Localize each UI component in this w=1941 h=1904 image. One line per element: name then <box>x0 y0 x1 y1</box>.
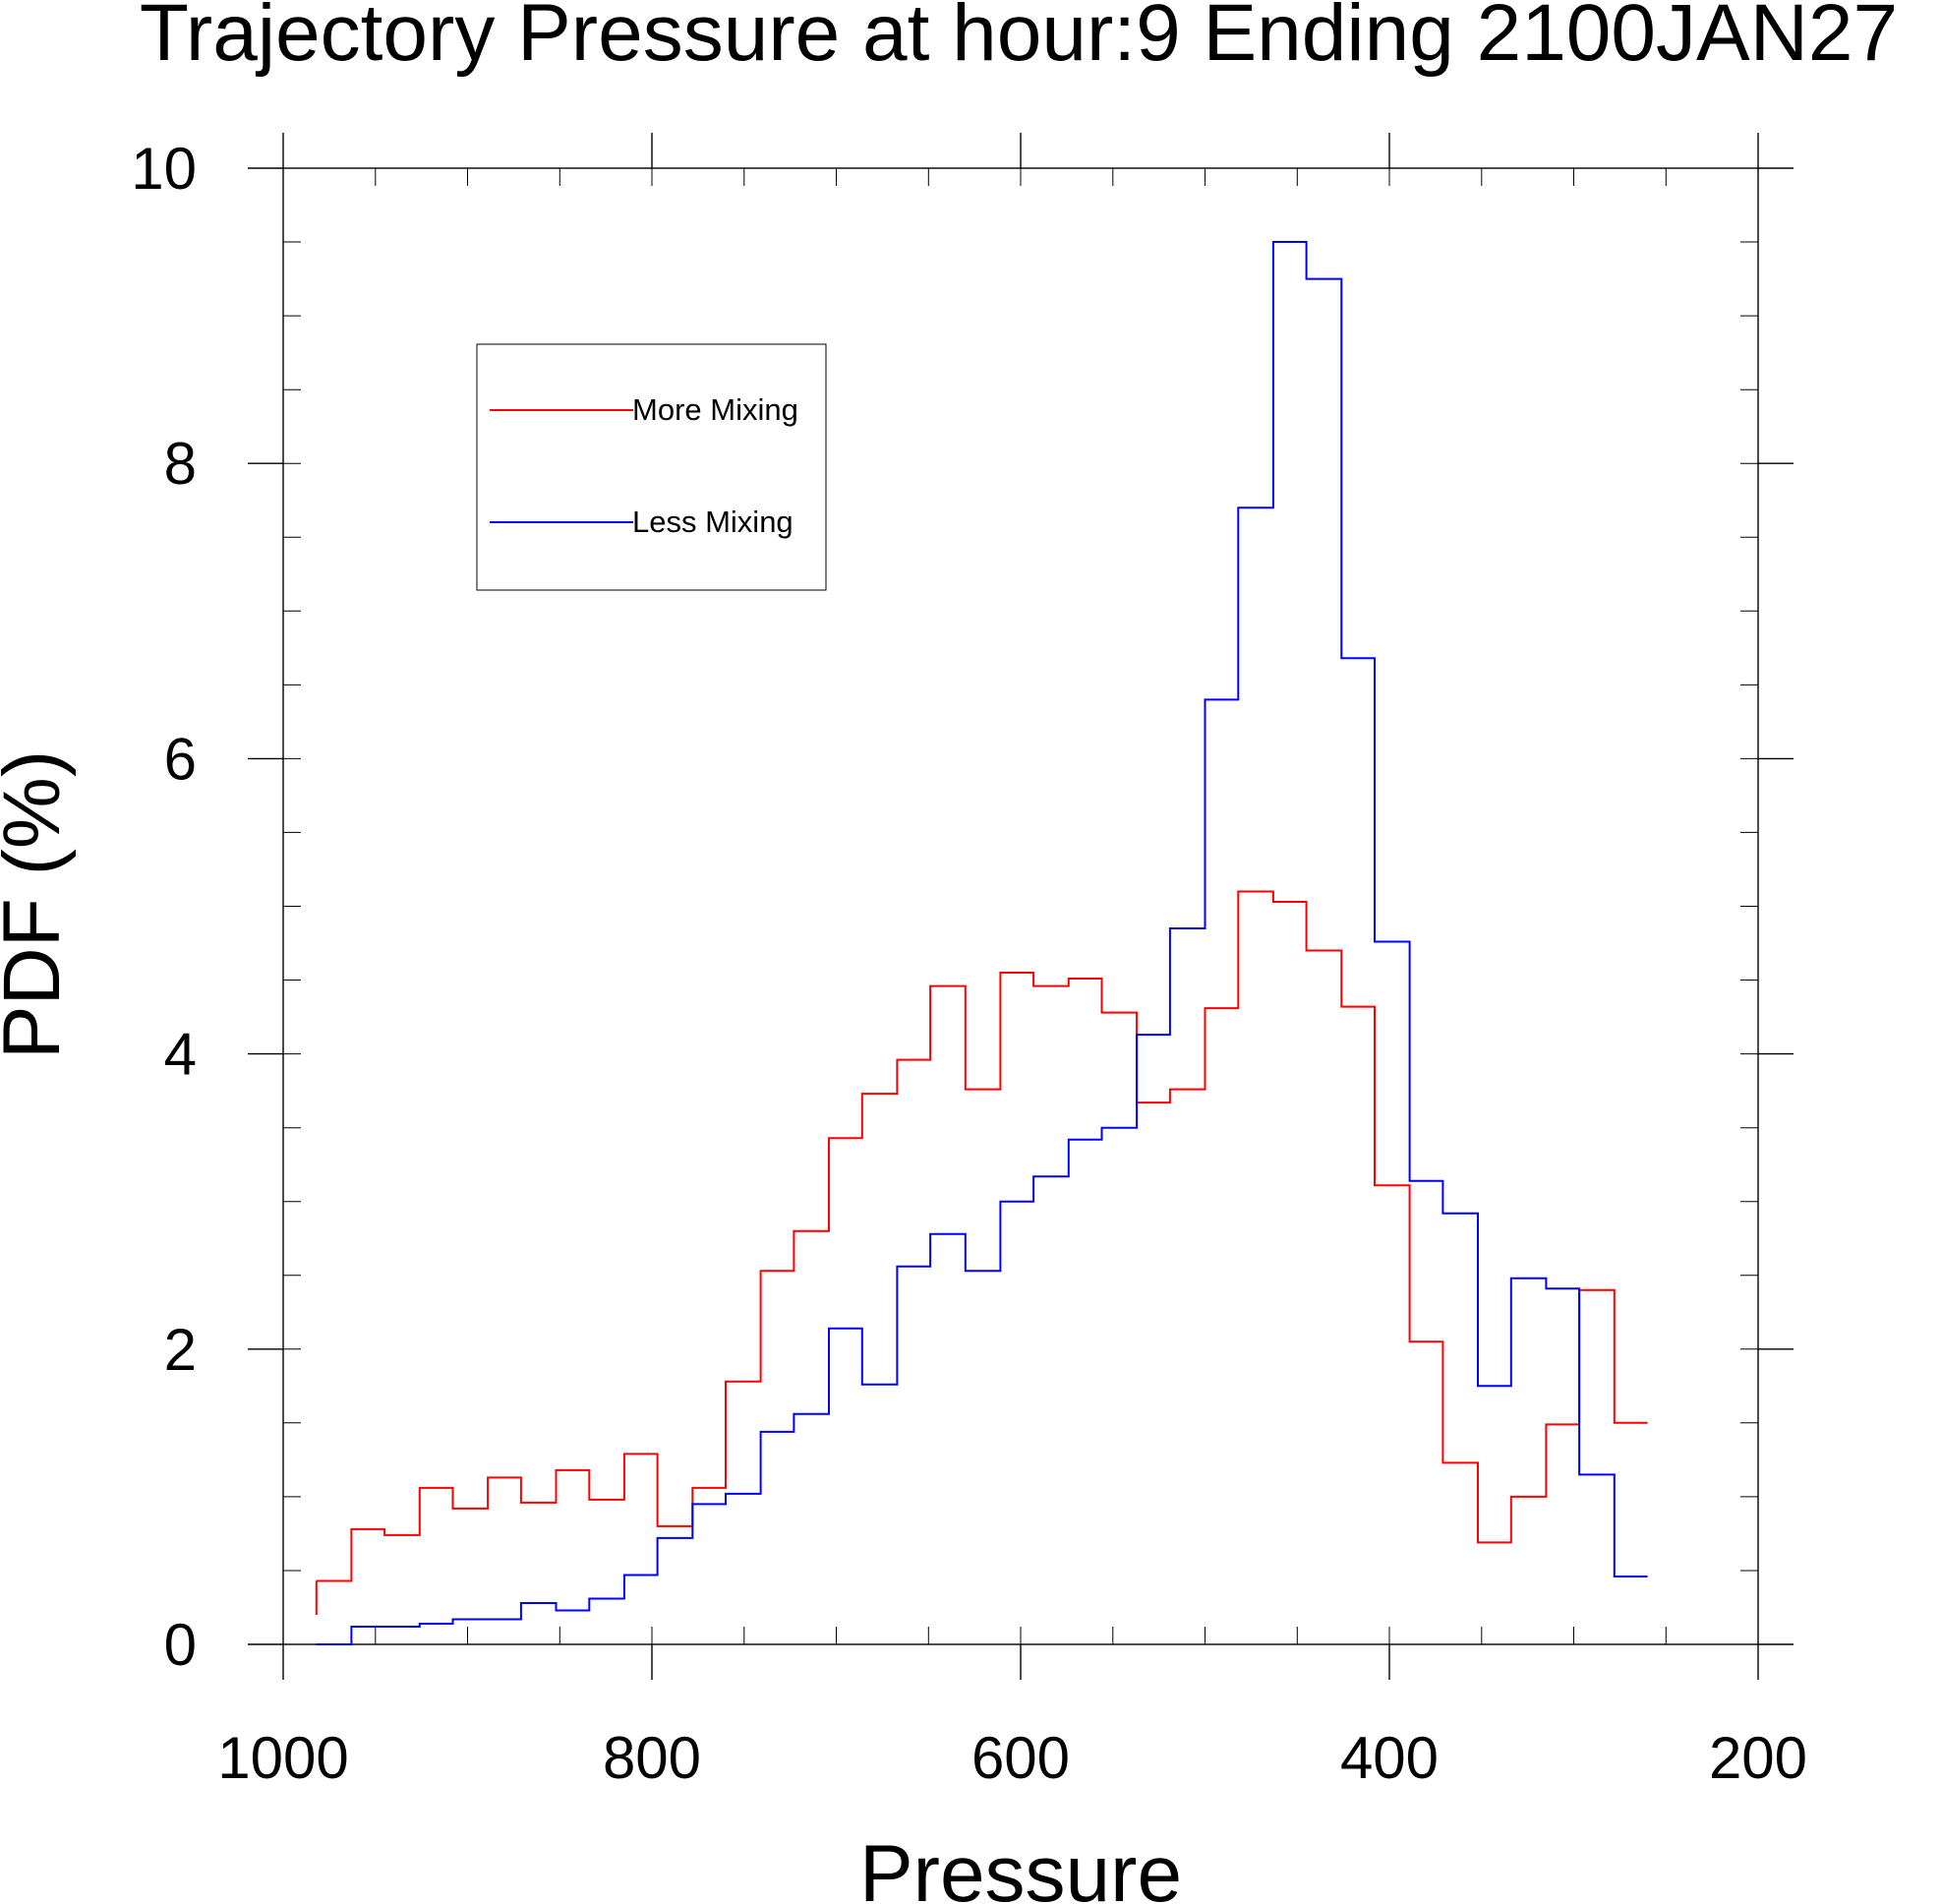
y-tick-label: 0 <box>164 1612 197 1678</box>
y-tick-labels: 0 2 4 6 8 10 <box>131 136 197 1678</box>
legend: More Mixing Less Mixing <box>476 343 827 591</box>
y-tick-label: 6 <box>164 726 197 792</box>
y-tick-label: 10 <box>131 136 197 202</box>
y-tick-label: 4 <box>164 1022 197 1088</box>
x-tick-labels: 1000 800 600 400 200 <box>217 1725 1807 1791</box>
axis-ticks <box>248 133 1794 1680</box>
x-tick-label: 1000 <box>217 1725 348 1791</box>
series-line-less-mixing <box>316 241 1648 1645</box>
chart-title: Trajectory Pressure at hour:9 Ending 210… <box>140 0 1898 78</box>
series-lines <box>315 241 1648 1645</box>
legend-label-more-mixing: More Mixing <box>632 392 798 427</box>
y-axis-title: PDF (%) <box>0 750 77 1059</box>
x-tick-label: 400 <box>1340 1725 1439 1791</box>
x-axis-title: Pressure <box>859 1829 1182 1904</box>
series-line-more-mixing <box>316 890 1648 1582</box>
y-tick-label: 8 <box>164 431 197 497</box>
x-tick-label: 200 <box>1709 1725 1807 1791</box>
x-tick-label: 600 <box>971 1725 1070 1791</box>
legend-box <box>476 343 827 591</box>
x-tick-label: 800 <box>603 1725 701 1791</box>
plot-frame <box>282 167 1759 1645</box>
legend-label-less-mixing: Less Mixing <box>632 505 794 539</box>
y-tick-label: 2 <box>164 1317 197 1383</box>
